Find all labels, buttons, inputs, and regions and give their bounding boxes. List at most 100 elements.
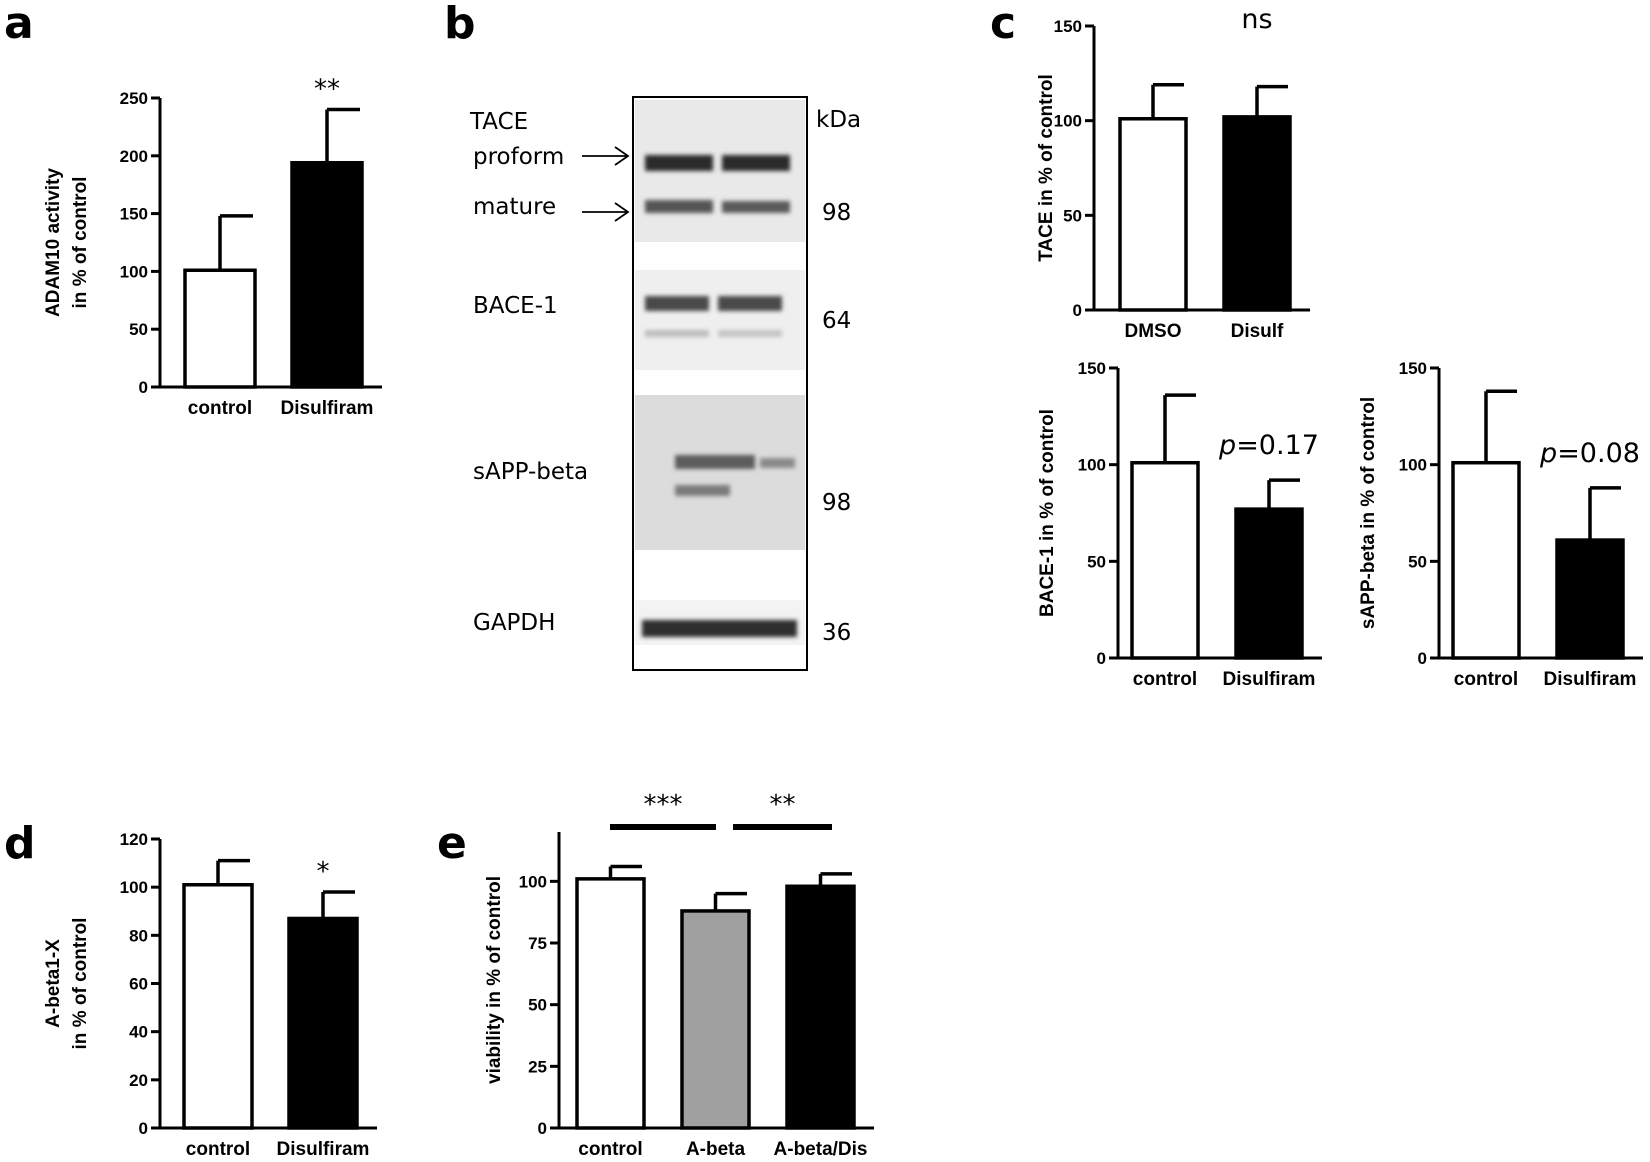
- y-tick-label: 50: [1063, 206, 1082, 225]
- significance-annotation: **: [314, 75, 340, 105]
- blot-kda-header: kDa: [816, 107, 861, 133]
- y-tick-label: 0: [538, 1119, 547, 1138]
- blot-kda-gapdh: 36: [822, 620, 851, 646]
- category-label: control: [188, 398, 252, 419]
- blot-label-bace1: BACE-1: [473, 293, 558, 319]
- y-tick-label: 25: [528, 1057, 547, 1076]
- y-tick-label: 100: [1078, 456, 1106, 475]
- bar-a-beta: [680, 909, 751, 1130]
- category-label: control: [1454, 669, 1518, 690]
- band-sapp-lower: [675, 485, 730, 496]
- y-tick-label: 150: [1078, 359, 1106, 378]
- y-tick-label: 0: [1418, 649, 1427, 668]
- band-bace1-lower-1: [645, 330, 709, 337]
- blot-label-gapdh: GAPDH: [473, 610, 555, 636]
- y-tick-label: 20: [129, 1071, 148, 1090]
- y-tick-label: 100: [519, 872, 547, 891]
- y-axis-label: sAPP-beta in % of control: [1358, 397, 1379, 629]
- blot-strip-bace1: [635, 270, 805, 370]
- y-tick-label: 50: [1408, 552, 1427, 571]
- band-bace1-1: [645, 296, 709, 311]
- y-tick-label: 120: [120, 830, 148, 849]
- band-gapdh: [642, 620, 797, 637]
- chart-a-adam10: 0 50 100 150 200 250 control Disulfiram ADAM10 a…: [43, 75, 382, 419]
- category-label: DMSO: [1125, 321, 1182, 342]
- band-tace-mature-1: [645, 200, 713, 213]
- category-label: control: [1133, 669, 1197, 690]
- y-tick-label: 100: [120, 878, 148, 897]
- category-label: Disulfiram: [281, 398, 374, 419]
- y-tick-label: 150: [1399, 359, 1427, 378]
- panel-label-b: b: [444, 0, 476, 49]
- y-tick-label: 40: [129, 1023, 148, 1042]
- y-tick-label: 0: [139, 378, 148, 397]
- band-sapp-upper: [675, 455, 755, 469]
- blot-kda-sappbeta: 98: [822, 490, 851, 516]
- bar-dmso: [1118, 117, 1188, 312]
- band-sapp-2: [760, 458, 795, 468]
- significance-annotation: ns: [1241, 4, 1272, 35]
- arrow-mature-icon: [582, 202, 630, 222]
- band-tace-mature-2: [722, 201, 790, 213]
- y-tick-label: 80: [129, 926, 148, 945]
- bar-disulfiram: [290, 160, 364, 389]
- blot-kda-tace: 98: [822, 200, 851, 226]
- y-tick-label: 0: [139, 1119, 148, 1138]
- category-label: control: [578, 1139, 642, 1160]
- y-tick-label: 50: [129, 320, 148, 339]
- y-tick-label: 150: [120, 205, 148, 224]
- significance-annotation: *: [317, 857, 330, 887]
- category-label: Disulfiram: [1223, 669, 1316, 690]
- band-bace1-2: [718, 296, 782, 311]
- bar-control: [1451, 460, 1521, 660]
- y-axis-label: TACE in % of control: [1036, 74, 1057, 262]
- chart-c-bace1: 0 50 100 150 control Disulfiram BACE-1 in % of…: [1037, 359, 1322, 690]
- blot-kda-bace1: 64: [822, 308, 851, 334]
- significance-annotation: ***: [644, 790, 683, 820]
- p-value-annotation: p=0.17: [1218, 430, 1319, 461]
- category-label: A-beta: [686, 1139, 746, 1160]
- bar-disulfiram: [1555, 538, 1625, 660]
- y-tick-label: 50: [1087, 552, 1106, 571]
- y-axis-label: BACE-1 in % of control: [1037, 409, 1058, 617]
- bar-a-beta-dis: [785, 884, 856, 1130]
- chart-e-viability: 0 25 50 75 100 control A-beta A-beta/Dis viabili…: [484, 790, 874, 1160]
- category-label: Disulfiram: [277, 1139, 370, 1160]
- category-label: Disulf: [1231, 321, 1284, 342]
- bar-control: [182, 883, 254, 1130]
- y-tick-label: 0: [1073, 301, 1082, 320]
- bar-control: [1130, 460, 1200, 660]
- chart-d-abeta: 0 20 40 60 80 100 120 control Disulfiram A-beta1-…: [43, 830, 377, 1160]
- blot-bands: [642, 155, 797, 637]
- y-tick-label: 250: [120, 89, 148, 108]
- category-label: Disulfiram: [1544, 669, 1637, 690]
- band-bace1-lower-2: [718, 330, 782, 337]
- bar-disulfiram: [287, 916, 359, 1130]
- western-blot: TACE proform mature BACE-1 sAPP-beta GAP…: [469, 96, 861, 671]
- panel-label-a: a: [4, 0, 34, 49]
- y-tick-label: 100: [1399, 456, 1427, 475]
- bar-control: [183, 268, 257, 389]
- y-tick-label: 100: [120, 262, 148, 281]
- y-tick-label: 150: [1054, 17, 1082, 36]
- blot-label-proform: proform: [473, 144, 564, 170]
- y-tick-label: 100: [1054, 112, 1082, 131]
- y-tick-label: 75: [528, 934, 547, 953]
- panel-label-d: d: [4, 818, 36, 869]
- p-value-annotation: p=0.08: [1539, 438, 1640, 469]
- bar-disulfiram: [1234, 507, 1304, 660]
- category-label: control: [186, 1139, 250, 1160]
- chart-c-sappbeta: 0 50 100 150 control Disulfiram sAPP-beta in %…: [1358, 359, 1643, 690]
- blot-label-mature: mature: [473, 194, 556, 220]
- panel-label-c: c: [990, 0, 1016, 49]
- y-axis-label: in % of control: [70, 177, 91, 309]
- bar-disulf: [1222, 115, 1292, 312]
- y-axis-label: ADAM10 activity: [43, 168, 64, 317]
- blot-label-sappbeta: sAPP-beta: [473, 459, 588, 485]
- y-tick-label: 50: [528, 996, 547, 1015]
- bar-control: [575, 877, 646, 1130]
- category-label: A-beta/Dis: [774, 1139, 868, 1160]
- blot-strip-sappbeta: [635, 395, 805, 550]
- significance-annotation: **: [770, 790, 796, 820]
- y-axis-label: A-beta1-X: [43, 939, 64, 1028]
